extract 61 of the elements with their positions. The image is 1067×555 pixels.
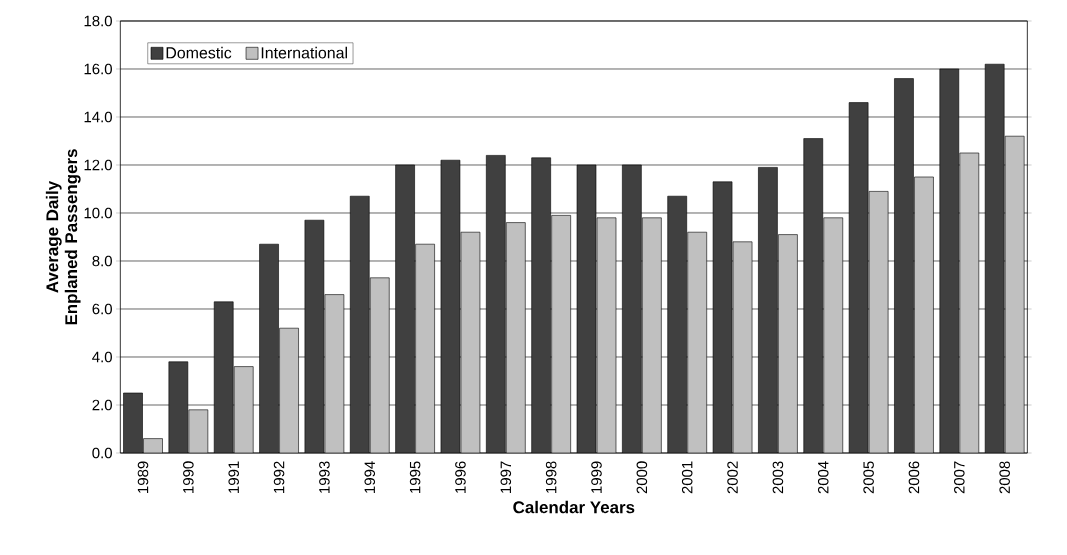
bar [959, 152, 980, 453]
x-tick-label: 1990 [183, 461, 194, 493]
bar [506, 222, 526, 453]
bar [622, 164, 642, 453]
bar [984, 63, 1005, 453]
y-tick-label: 8.0 [92, 255, 112, 267]
y-tick-label: 16.0 [84, 63, 112, 75]
bar [279, 327, 299, 453]
bar [213, 301, 234, 453]
y-tick-label: 0.0 [92, 447, 112, 459]
bar [486, 155, 506, 453]
x-tick-label: 2007 [954, 461, 965, 494]
x-tick-label: 1994 [364, 461, 376, 493]
bar [894, 78, 914, 453]
bar [233, 366, 254, 453]
bar [778, 234, 798, 453]
bar [803, 138, 824, 453]
x-tick-label: 2003 [772, 461, 784, 494]
x-tick-label: 2002 [727, 461, 738, 494]
bar [914, 176, 934, 453]
bar [758, 167, 778, 453]
y-tick-label: 2.0 [92, 399, 112, 411]
bar [415, 243, 435, 453]
bar [642, 217, 662, 453]
y-tick-label: 18.0 [84, 15, 112, 27]
y-tick-label: 14.0 [84, 111, 112, 123]
bar [551, 215, 571, 453]
x-tick-label: 2006 [908, 461, 920, 494]
x-tick-label: 1995 [409, 461, 421, 493]
x-tick-label: 2005 [863, 461, 874, 494]
x-tick-label: 2004 [817, 461, 829, 494]
x-tick-label: 1996 [455, 461, 466, 493]
bar [531, 157, 551, 453]
bar [259, 243, 279, 453]
x-tick-label: 1989 [137, 461, 149, 493]
y-tick-label: 6.0 [92, 303, 112, 315]
bar [939, 68, 960, 453]
x-tick-label: 2008 [999, 461, 1010, 494]
x-tick-label: 1997 [500, 461, 512, 493]
x-axis-title: Calendar Years [513, 500, 635, 514]
x-tick-label: 1999 [591, 461, 602, 493]
legend-label: Domestic [166, 46, 232, 59]
x-tick-label: 2000 [636, 461, 648, 494]
bar [395, 164, 415, 453]
y-tick-label: 12.0 [84, 159, 112, 171]
y-tick-label: 4.0 [92, 351, 112, 363]
x-tick-label: 2001 [681, 461, 693, 494]
x-tick-label: 1991 [228, 461, 239, 493]
x-tick-label: 1998 [545, 461, 557, 493]
bar [1004, 135, 1025, 453]
y-tick-label: 10.0 [84, 207, 112, 219]
bar [349, 195, 370, 453]
x-tick-label: 1993 [319, 461, 330, 493]
bar [823, 217, 844, 453]
bar [687, 231, 708, 453]
legend-label: International [261, 46, 347, 59]
bar [123, 392, 143, 453]
bar [369, 277, 390, 453]
bar [667, 195, 688, 453]
y-axis-title: Average Daily Enplaned Passengers [45, 149, 81, 325]
x-tick-label: 1992 [273, 461, 285, 493]
